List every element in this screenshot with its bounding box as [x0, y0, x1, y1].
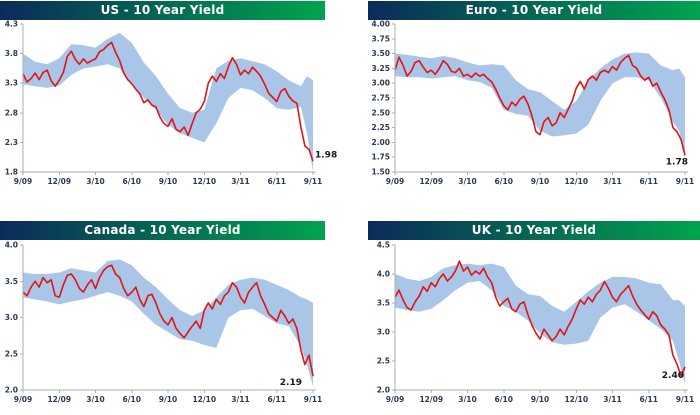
x-axis-label: 9/10	[531, 395, 549, 404]
y-axis-label: 3.3	[5, 79, 18, 88]
x-axis-label: 6/11	[268, 177, 286, 186]
range-band-area	[23, 32, 313, 173]
y-axis-label: 4.00	[371, 20, 390, 29]
y-axis-label: 2.0	[5, 386, 18, 395]
x-axis-label: 6/11	[640, 395, 658, 404]
y-axis-label: 3.0	[5, 313, 18, 322]
y-axis-label: 3.8	[5, 49, 18, 58]
y-axis-label: 3.75	[371, 34, 390, 43]
y-axis-label: 1.75	[371, 153, 390, 162]
chart-title-bar-euro: Euro - 10 Year Yield	[368, 1, 700, 20]
x-axis-label: 12/09	[419, 395, 443, 404]
y-axis-label: 3.0	[377, 328, 390, 337]
x-axis-label: 3/11	[231, 395, 249, 404]
axes	[20, 23, 316, 175]
chart-title-canada: Canada - 10 Year Yield	[84, 223, 241, 237]
y-axis-label: 1.8	[5, 168, 18, 177]
chart-title-bar-us: US - 10 Year Yield	[0, 1, 325, 20]
x-axis-label: 6/11	[640, 177, 658, 186]
x-axis-label: 6/10	[123, 395, 141, 404]
x-axis-label: 9/10	[159, 177, 177, 186]
y-axis-label: 4.0	[5, 241, 18, 250]
x-axis-label: 9/11	[304, 177, 322, 186]
x-axis-label: 6/10	[123, 177, 141, 186]
axes	[392, 23, 688, 175]
x-axis-label: 12/09	[47, 177, 71, 186]
x-axis-label: 12/10	[564, 395, 588, 404]
chart-title-uk: UK - 10 Year Yield	[471, 223, 597, 237]
x-axis-label: 9/10	[159, 395, 177, 404]
chart-panel-uk: UK - 10 Year Yield 4.5 4.0 3.5 3.0 2.5 2.0 9/0…	[350, 207, 700, 415]
x-axis-label: 12/10	[192, 395, 216, 404]
y-axis-label: 4.0	[377, 270, 390, 279]
chart-title-bar-uk: UK - 10 Year Yield	[368, 221, 700, 240]
x-axis-label: 3/10	[86, 395, 104, 404]
x-axis-label: 9/11	[304, 395, 322, 404]
y-axis-label: 2.8	[5, 108, 18, 117]
range-band-area	[395, 52, 685, 158]
y-axis-label: 4.3	[5, 20, 18, 29]
x-axis-label: 9/09	[386, 395, 404, 404]
x-axis-label: 6/10	[495, 177, 513, 186]
y-axis-label: 4.5	[377, 241, 390, 250]
x-axis-label: 3/11	[603, 395, 621, 404]
y-axis-label: 2.5	[377, 357, 390, 366]
end-value-label: 1.78	[666, 157, 688, 167]
yield-line	[394, 260, 686, 377]
end-value-label: 2.19	[280, 378, 302, 388]
y-axis-label: 3.00	[371, 79, 390, 88]
chart-plot-uk: 4.5 4.0 3.5 3.0 2.5 2.09/09 12/09 3/10 6/10 9/10 1…	[377, 241, 695, 405]
axes	[20, 244, 316, 393]
x-axis-label: 9/09	[386, 177, 404, 186]
y-axis-label: 1.50	[371, 168, 390, 177]
x-axis-label: 12/10	[192, 177, 216, 186]
x-axis-label: 9/09	[14, 395, 32, 404]
x-axis-label: 9/11	[676, 395, 694, 404]
x-axis-label: 3/11	[231, 177, 249, 186]
x-axis-label: 12/10	[564, 177, 588, 186]
chart-plot-canada: 4.0 3.5 3.0 2.5 2.09/09 12/09 3/10 6/10 9/10 12/1…	[5, 241, 323, 405]
x-axis-label: 6/11	[268, 395, 286, 404]
y-axis-label: 2.75	[371, 94, 390, 103]
axes	[392, 244, 688, 393]
y-axis-label: 3.25	[371, 64, 390, 73]
chart-plot-euro: 4.00 3.75 3.50 3.25 3.00 2.75 2.50 2.25 2.00 1.75…	[371, 20, 694, 186]
y-axis-label: 2.50	[371, 108, 390, 117]
y-axis-label: 2.00	[371, 138, 390, 147]
y-axis-label: 3.5	[377, 299, 390, 308]
y-axis-label: 2.3	[5, 138, 18, 147]
yield-line	[394, 54, 686, 156]
chart-panel-canada: Canada - 10 Year Yield 4.0 3.5 3.0 2.5 2.0 9/…	[0, 207, 350, 415]
chart-plot-us: 4.3 3.8 3.3 2.8 2.3 1.89/09 12/09 3/10 6/10 9/10 1…	[5, 20, 338, 186]
x-axis-label: 12/09	[47, 395, 71, 404]
range-band-area	[395, 263, 685, 385]
x-axis-label: 6/10	[495, 395, 513, 404]
end-value-label: 1.98	[315, 150, 337, 160]
y-axis-label: 2.0	[377, 386, 390, 395]
x-axis-label: 3/10	[86, 177, 104, 186]
x-axis-label: 3/10	[458, 395, 476, 404]
x-axis-label: 12/09	[419, 177, 443, 186]
range-band-area	[23, 259, 313, 387]
x-axis-label: 9/11	[676, 177, 694, 186]
chart-title-us: US - 10 Year Yield	[100, 3, 225, 17]
end-value-label: 2.40	[662, 371, 684, 381]
x-axis-label: 9/09	[14, 177, 32, 186]
chart-title-euro: Euro - 10 Year Yield	[465, 3, 603, 17]
y-axis-label: 2.25	[371, 123, 390, 132]
x-axis-label: 3/11	[603, 177, 621, 186]
y-axis-label: 2.5	[5, 349, 18, 358]
y-axis-label: 3.50	[371, 49, 390, 58]
yield-line	[22, 41, 314, 162]
chart-panel-us: US - 10 Year Yield 4.3 3.8 3.3 2.8 2.3 1.8 9/0…	[0, 0, 350, 207]
y-axis-label: 3.5	[5, 277, 18, 286]
chart-title-bar-canada: Canada - 10 Year Yield	[0, 221, 325, 240]
yield-line	[22, 264, 314, 377]
chart-panel-euro: Euro - 10 Year Yield 4.00 3.75 3.50 3.25 3.0…	[350, 0, 700, 207]
x-axis-label: 3/10	[458, 177, 476, 186]
x-axis-label: 9/10	[531, 177, 549, 186]
